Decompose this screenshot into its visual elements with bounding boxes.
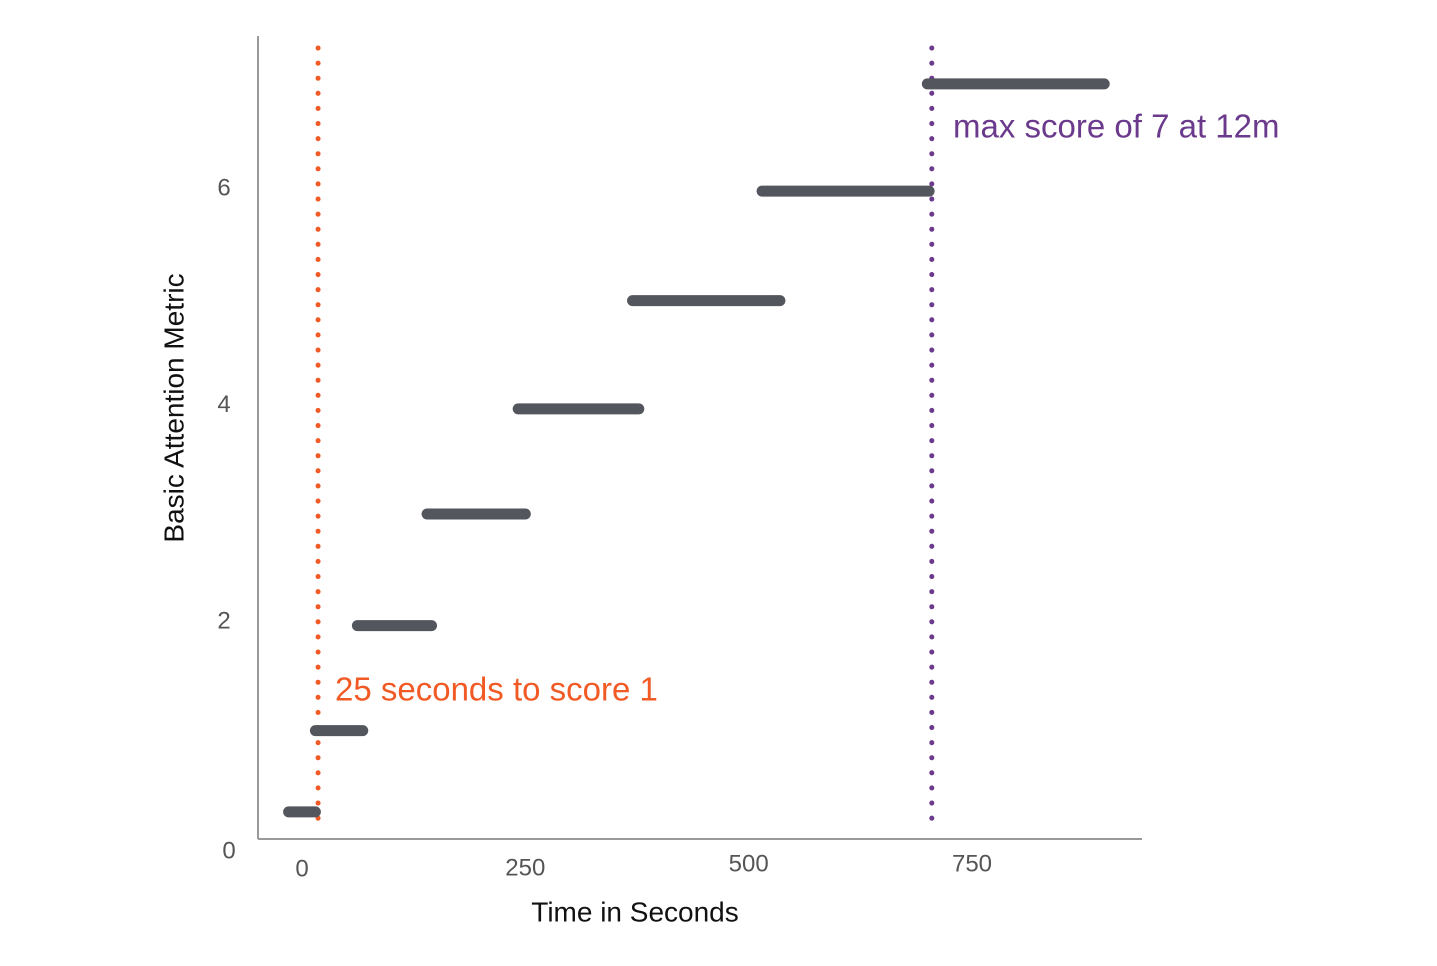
step-series bbox=[283, 78, 1110, 818]
labels: 0 250 500 750 0 2 4 6 Time in Seconds Basic Atten… bbox=[158, 108, 1279, 928]
axes bbox=[257, 36, 1142, 840]
y-axis-title: Basic Attention Metric bbox=[158, 273, 189, 542]
y-tick-label: 2 bbox=[217, 608, 230, 635]
y-tick-label: 4 bbox=[217, 391, 230, 418]
x-axis-title: Time in Seconds bbox=[531, 896, 739, 927]
annotation-25-seconds: 25 seconds to score 1 bbox=[335, 671, 658, 708]
x-tick-label: 500 bbox=[729, 850, 769, 877]
x-tick-label: 250 bbox=[505, 854, 545, 881]
y-tick-label: 6 bbox=[217, 174, 230, 201]
x-tick-label: 0 bbox=[295, 855, 308, 882]
reference-lines bbox=[315, 45, 935, 831]
x-tick-label: 750 bbox=[952, 850, 992, 877]
annotation-max-score: max score of 7 at 12m bbox=[953, 108, 1279, 145]
y-tick-label: 0 bbox=[222, 837, 235, 864]
